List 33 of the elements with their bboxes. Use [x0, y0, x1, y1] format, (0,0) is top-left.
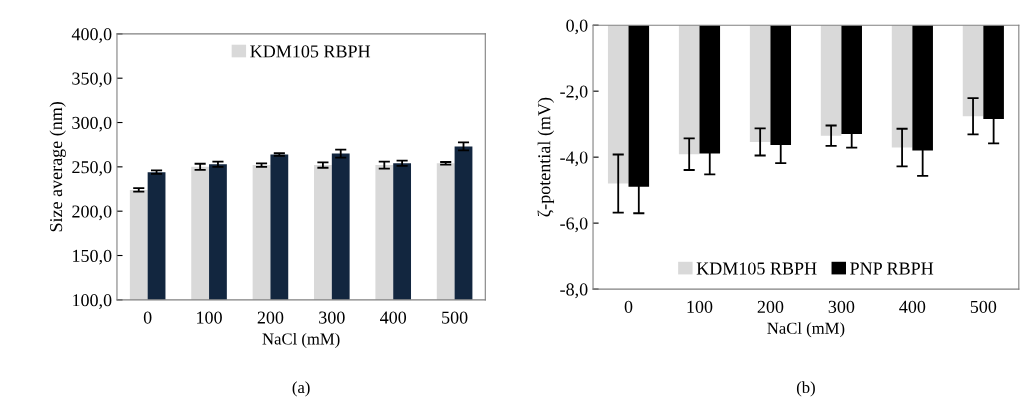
- y-tick-label: 0,0: [566, 19, 588, 35]
- y-tick-label: 350,0: [72, 72, 112, 88]
- x-tick-label: 300: [319, 311, 345, 324]
- y-tick-label: 200,0: [72, 205, 112, 221]
- x-tick-label: 0: [143, 311, 152, 324]
- legend-label: KDM105 RBPH: [696, 262, 817, 275]
- x-tick-label: 0: [624, 300, 633, 313]
- x-tick-label: 200: [757, 300, 784, 313]
- y-tick-label: 100,0: [73, 294, 112, 309]
- x-axis-title: NaCl (mM): [262, 332, 340, 348]
- x-tick-label: 200: [257, 311, 284, 324]
- x-tick-label: 100: [197, 311, 222, 324]
- y-axis-title: ζ-potential (mV): [537, 97, 555, 217]
- y-tick-label: -4,0: [560, 151, 588, 167]
- x-tick-label: 300: [828, 300, 855, 313]
- y-tick-label: 300,0: [72, 116, 112, 132]
- text: (b): [796, 381, 815, 397]
- x-axis-title: NaCl (mM): [767, 322, 845, 338]
- x-tick-label: 400: [899, 300, 926, 313]
- y-tick-label: 250,0: [72, 161, 112, 176]
- y-tick-label: -8,0: [560, 283, 588, 299]
- text: (a): [292, 381, 310, 397]
- y-tick-label: 150,0: [73, 249, 112, 265]
- y-axis-title: Size average (nm): [49, 101, 66, 232]
- x-tick-label: 500: [442, 311, 468, 324]
- legend-label: PNP RBPH: [850, 262, 934, 275]
- y-tick-label: -2,0: [560, 85, 588, 101]
- legend-label: KDM105 RBPH: [250, 45, 371, 58]
- x-tick-label: 400: [380, 311, 407, 324]
- y-tick-label: -6,0: [560, 217, 588, 233]
- x-tick-label: 500: [970, 300, 997, 313]
- y-tick-label: 400,0: [71, 28, 112, 43]
- x-tick-label: 100: [687, 300, 713, 313]
